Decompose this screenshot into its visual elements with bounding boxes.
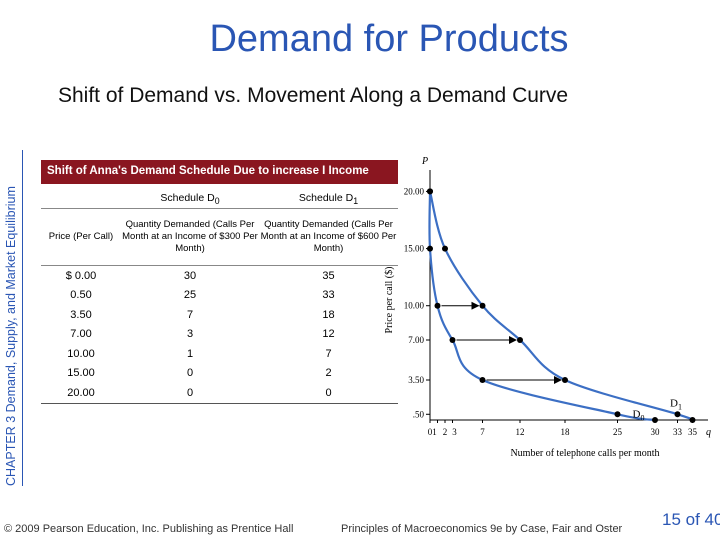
y-tick-label: 15.00: [404, 244, 425, 254]
chapter-divider: [22, 150, 23, 486]
price-cell: 3.50: [70, 308, 92, 321]
d1-cell: 12: [322, 328, 335, 341]
d1-cell: 35: [259, 265, 398, 286]
d1-cell: 33: [322, 289, 335, 302]
d1-cell: 2: [325, 367, 332, 380]
data-point-d1: [442, 245, 448, 252]
x-tick-label: 0: [428, 427, 433, 437]
price-cell: 15.00: [67, 367, 95, 380]
x-tick-label: 3: [452, 427, 457, 437]
series-label-d0: D0: [633, 409, 645, 423]
data-point-d1: [427, 188, 433, 195]
price-cell: $ 0.00: [41, 265, 121, 286]
data-point-d1: [562, 377, 568, 383]
data-point-d0: [614, 411, 621, 418]
chapter-label: CHAPTER 3 Demand, Supply, and Market Equ…: [4, 186, 18, 486]
data-point-d1: [674, 411, 681, 418]
x-tick-label: 1: [432, 427, 437, 437]
d1-cell: 18: [322, 308, 335, 321]
schedule-d0-header: Schedule D0: [121, 190, 259, 209]
y-tick-label: 3.50: [408, 375, 424, 385]
series-label-d1: D1: [670, 397, 682, 411]
demand-schedule-table: Shift of Anna's Demand Schedule Due to i…: [41, 160, 398, 404]
d1-cell: 7: [325, 347, 332, 360]
table-row: 0.50 25 33: [41, 286, 398, 306]
price-cell: 20.00: [41, 383, 121, 404]
slide-title: Demand for Products: [209, 18, 569, 60]
d1-column-header: Quantity Demanded (Calls Per Month at an…: [259, 208, 398, 266]
table-row: 7.00 3 12: [41, 325, 398, 345]
table-row: 15.00 0 2: [41, 364, 398, 384]
x-tick-label: 25: [613, 427, 623, 437]
page-number: 15 of 40: [662, 510, 720, 529]
y-axis-title: Price per call ($): [384, 267, 395, 334]
price-cell: 7.00: [70, 328, 92, 341]
x-axis-title: Number of telephone calls per month: [510, 448, 659, 459]
data-point-d1: [479, 302, 486, 309]
table-row: 10.00 1 7: [41, 344, 398, 364]
d0-cell: 25: [183, 289, 197, 302]
data-point-d0: [449, 337, 456, 343]
y-axis-letter: P: [421, 156, 428, 167]
x-tick-label: 30: [651, 427, 661, 437]
data-point-d0: [479, 377, 486, 383]
data-point-d1: [689, 417, 696, 423]
d0-cell: 30: [121, 265, 259, 286]
y-tick-label: 10.00: [404, 301, 425, 311]
data-point-d1: [517, 337, 523, 343]
x-tick-label: 2: [443, 427, 448, 437]
footer-book: Principles of Macroeconomics 9e by Case,…: [341, 523, 623, 535]
d0-cell: 0: [186, 367, 194, 380]
footer-copyright: © 2009 Pearson Education, Inc. Publishin…: [4, 523, 294, 535]
d0-column-header: Quantity Demanded (Calls Per Month at an…: [121, 208, 259, 266]
x-tick-label: 7: [480, 427, 485, 437]
schedule-d1-header: Schedule D1: [259, 190, 398, 209]
d0-cell: 1: [186, 347, 194, 360]
x-tick-label: 12: [516, 427, 525, 437]
data-point-d0: [427, 245, 433, 252]
data-point-d0: [434, 302, 441, 309]
y-tick-label: .50: [413, 409, 425, 419]
price-cell: 0.50: [70, 289, 92, 302]
price-column-header: Price (Per Call): [41, 208, 121, 266]
d0-cell: 0: [121, 383, 259, 404]
x-axis-letter: q: [706, 427, 711, 438]
y-tick-label: 20.00: [404, 186, 425, 196]
d0-cell: 7: [186, 308, 194, 321]
x-tick-label: 18: [561, 427, 571, 437]
table-title: Shift of Anna's Demand Schedule Due to i…: [41, 160, 398, 184]
price-cell: 10.00: [67, 347, 95, 360]
y-tick-label: 7.00: [408, 335, 424, 345]
blank-header: [41, 190, 121, 209]
data-point-d0: [652, 417, 658, 423]
x-tick-label: 35: [688, 427, 698, 437]
x-tick-label: 33: [673, 427, 683, 437]
slide-subtitle: Shift of Demand vs. Movement Along a Dem…: [58, 84, 569, 107]
schedule-grid: Schedule D0 Schedule D1 Price (Per Call)…: [41, 190, 398, 404]
table-row: 3.50 7 18: [41, 305, 398, 325]
d0-cell: 3: [186, 328, 194, 341]
table-row: $ 0.00 30 35: [41, 265, 398, 286]
table-row: 20.00 0 0: [41, 383, 398, 404]
d1-cell: 0: [259, 383, 398, 404]
